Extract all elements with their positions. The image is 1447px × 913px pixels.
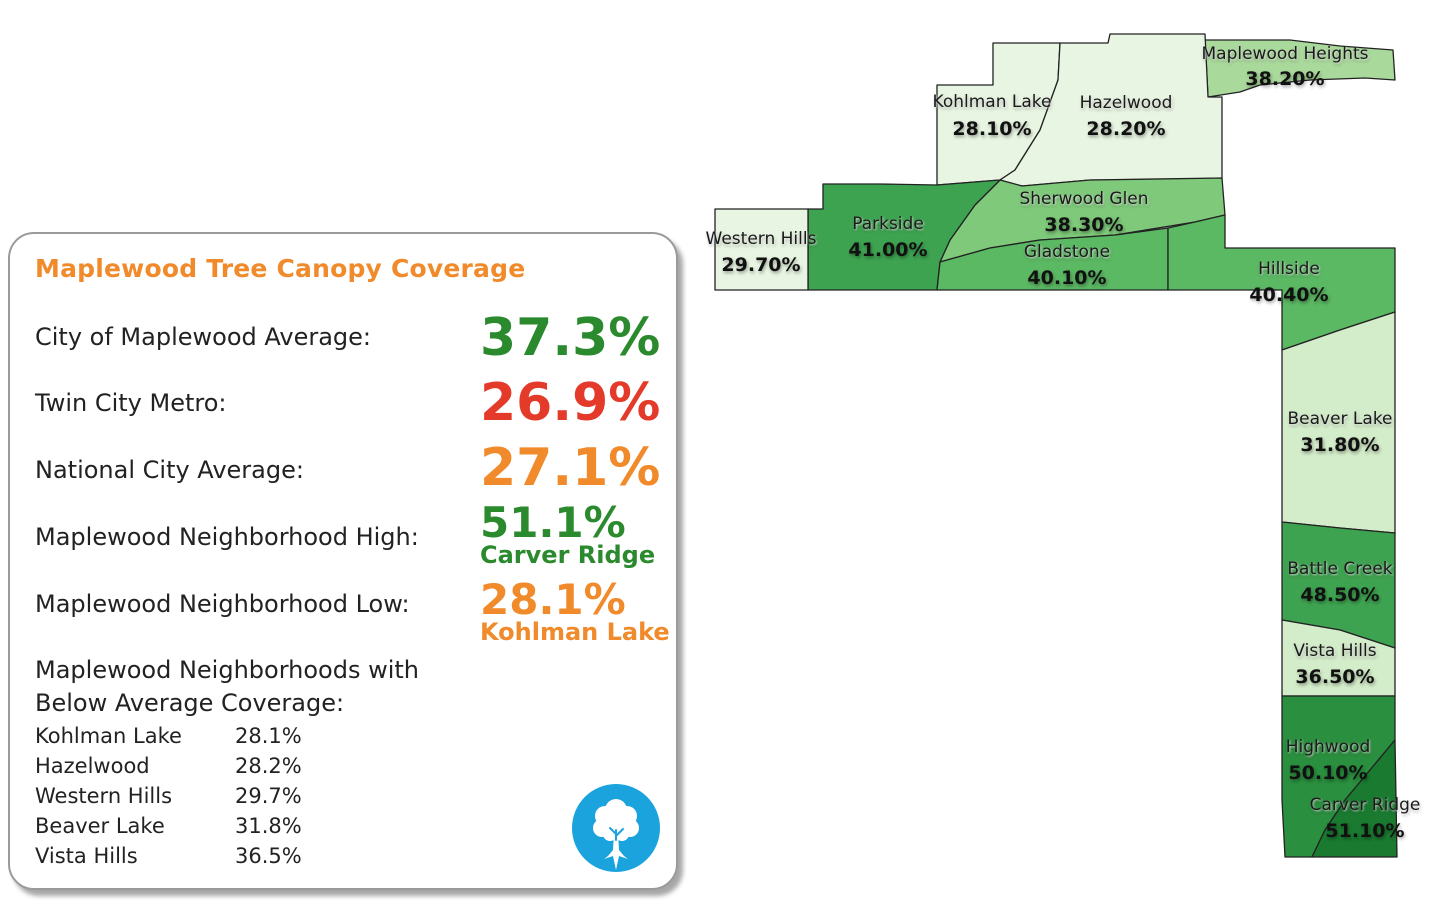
list-item-name: Western Hills (35, 784, 173, 808)
label-kohlman-lake-pct: 28.10% (952, 118, 1032, 140)
label-gladstone-name: Gladstone (1023, 242, 1111, 262)
below-average-heading-line1: Maplewood Neighborhoods with (35, 656, 419, 684)
region-western-hills[interactable] (714, 208, 809, 291)
below-average-heading-line2: Below Average Coverage: (35, 689, 345, 717)
list-item-pct: 29.7% (235, 784, 302, 808)
stat-national-label: National City Average: (35, 456, 304, 484)
label-carver-ridge-pct: 51.10% (1325, 820, 1405, 842)
stat-city-average-value: 37.3% (480, 308, 661, 368)
region-carver-ridge[interactable] (1311, 739, 1398, 858)
list-item-pct: 28.2% (235, 754, 302, 778)
label-maplewood-heights-name: Maplewood Heights (1201, 44, 1369, 64)
stat-high-value: 51.1% (480, 498, 626, 547)
list-item-name: Vista Hills (35, 844, 138, 868)
stat-metro-value: 26.9% (480, 373, 661, 433)
list-item-name: Hazelwood (35, 754, 150, 778)
region-gladstone[interactable] (936, 227, 1169, 291)
list-item: Vista Hills 36.5% (35, 844, 335, 874)
label-highwood-name: Highwood (1285, 737, 1371, 757)
label-hillside-name: Hillside (1258, 259, 1320, 279)
region-parkside[interactable] (807, 179, 1001, 291)
label-beaver-lake-pct: 31.80% (1300, 434, 1380, 456)
stat-metro-label: Twin City Metro: (35, 389, 227, 417)
list-item: Western Hills 29.7% (35, 784, 335, 814)
region-maplewood-heights[interactable] (1204, 39, 1396, 98)
list-item-name: Kohlman Lake (35, 724, 182, 748)
label-parkside-name: Parkside (852, 214, 924, 234)
region-vista-hills[interactable] (1281, 619, 1396, 697)
stat-national-value: 27.1% (480, 438, 661, 498)
stat-low-neighborhood: Kohlman Lake (480, 618, 670, 646)
label-maplewood-heights-pct: 38.20% (1245, 68, 1325, 90)
label-parkside-pct: 41.00% (848, 239, 928, 261)
label-hazelwood-pct: 28.20% (1086, 118, 1166, 140)
label-gladstone-pct: 40.10% (1027, 267, 1107, 289)
below-average-list: Kohlman Lake 28.1% Hazelwood 28.2% Weste… (35, 724, 335, 874)
list-item-pct: 36.5% (235, 844, 302, 868)
panel-title: Maplewood Tree Canopy Coverage (35, 254, 526, 283)
canopy-summary-panel: Maplewood Tree Canopy Coverage City of M… (8, 232, 678, 890)
tree-icon (572, 784, 660, 872)
list-item-name: Beaver Lake (35, 814, 165, 838)
label-sherwood-glen-name: Sherwood Glen (1019, 189, 1149, 209)
stat-city-average-label: City of Maplewood Average: (35, 323, 372, 351)
label-hazelwood-name: Hazelwood (1079, 93, 1173, 113)
label-beaver-lake-name: Beaver Lake (1287, 409, 1393, 429)
label-kohlman-lake-name: Kohlman Lake (932, 92, 1052, 112)
label-battle-creek-name: Battle Creek (1287, 559, 1393, 579)
label-highwood-pct: 50.10% (1288, 762, 1368, 784)
label-battle-creek-pct: 48.50% (1300, 584, 1380, 606)
list-item-pct: 28.1% (235, 724, 302, 748)
stat-low-label: Maplewood Neighborhood Low: (35, 590, 410, 618)
list-item: Hazelwood 28.2% (35, 754, 335, 784)
stat-high-label: Maplewood Neighborhood High: (35, 523, 419, 551)
label-hillside-pct: 40.40% (1249, 284, 1329, 306)
label-vista-hills-name: Vista Hills (1293, 641, 1377, 661)
below-average-heading: Maplewood Neighborhoods with Below Avera… (35, 654, 419, 720)
stat-high-neighborhood: Carver Ridge (480, 541, 656, 569)
list-item: Beaver Lake 31.8% (35, 814, 335, 844)
label-western-hills-name: Western Hills (705, 229, 817, 249)
label-sherwood-glen-pct: 38.30% (1044, 214, 1124, 236)
label-western-hills-pct: 29.70% (721, 254, 801, 276)
list-item: Kohlman Lake 28.1% (35, 724, 335, 754)
list-item-pct: 31.8% (235, 814, 302, 838)
label-carver-ridge-name: Carver Ridge (1309, 795, 1421, 815)
label-vista-hills-pct: 36.50% (1295, 666, 1375, 688)
stat-low-value: 28.1% (480, 575, 626, 624)
